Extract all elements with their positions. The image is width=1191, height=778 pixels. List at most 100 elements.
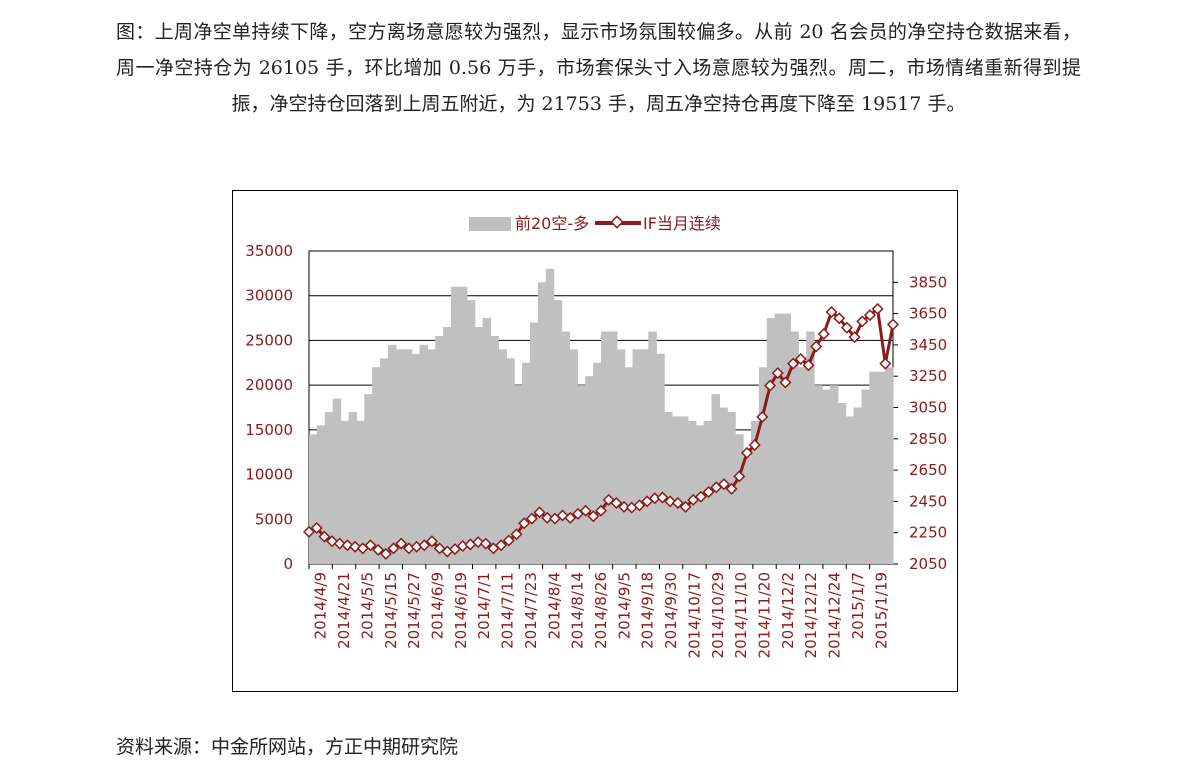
bar <box>735 434 744 564</box>
x-axis-tick-label: 2014/5/15 <box>382 572 400 649</box>
x-axis-labels: 2014/4/9 2014/4/21 2014/5/5 2014/5/15 2014/5… <box>312 572 891 658</box>
bar <box>545 268 555 564</box>
left-axis-tick-label: 25000 <box>245 331 293 349</box>
line-point <box>794 352 807 365</box>
line-point <box>633 499 646 512</box>
x-axis-tick-label: 2014/12/24 <box>826 572 844 658</box>
bar <box>403 349 413 564</box>
x-axis-tick-label: 2014/9/18 <box>639 572 657 649</box>
bar <box>711 394 720 564</box>
line-point <box>379 547 392 560</box>
bar <box>316 425 326 564</box>
right-axis-tick-label: 2450 <box>909 492 947 510</box>
x-axis-tick-label: 2015/1/7 <box>849 572 867 639</box>
bar <box>616 349 626 564</box>
bar <box>309 434 318 564</box>
bar <box>561 331 571 564</box>
bar <box>443 327 452 564</box>
line-point <box>310 521 323 535</box>
line-point <box>349 540 362 553</box>
line-point <box>533 506 546 519</box>
line-point <box>833 312 846 325</box>
line-point <box>779 376 792 389</box>
bar <box>522 362 531 564</box>
x-axis-tick-label: 2014/4/9 <box>312 572 330 639</box>
line-point <box>564 511 577 524</box>
line-point <box>594 504 608 517</box>
line-point <box>664 495 677 508</box>
right-axis-tick-label: 2250 <box>909 524 947 542</box>
line-point <box>694 490 707 503</box>
left-axis-labels: 0 5000 10000 15000 20000 25000 30000 35000 <box>245 242 293 573</box>
line-point <box>717 478 730 491</box>
right-axis-tick-label: 3650 <box>909 305 947 323</box>
line-point <box>618 500 631 513</box>
x-axis-tick-label: 2014/10/17 <box>685 572 703 658</box>
right-axis-tick-label: 3850 <box>909 273 947 291</box>
line-point <box>656 491 669 504</box>
bar <box>806 331 815 564</box>
x-axis-tick-label: 2014/8/14 <box>569 572 587 649</box>
bar <box>585 376 594 564</box>
bar <box>387 344 397 564</box>
bar <box>466 300 476 564</box>
line-series <box>302 302 900 560</box>
chart-legend: 前20空-多 IF当月连续 <box>469 214 721 233</box>
line-point <box>579 504 592 517</box>
bar <box>395 349 405 564</box>
bar <box>814 385 823 564</box>
line-point <box>410 540 423 553</box>
bar <box>593 362 602 564</box>
line-point <box>456 539 469 553</box>
bar <box>774 313 784 564</box>
line-point <box>679 500 692 513</box>
bar <box>490 335 500 564</box>
bar <box>340 420 350 564</box>
x-axis-tick-label: 2014/7/23 <box>522 572 540 649</box>
left-axis-tick-label: 10000 <box>245 466 293 484</box>
x-axis-tick-label: 2014/12/2 <box>779 572 797 649</box>
right-axis-tick-label: 2650 <box>909 461 947 479</box>
bar <box>553 300 563 564</box>
bar <box>411 353 421 564</box>
line-point <box>671 496 684 509</box>
bar <box>885 367 894 564</box>
bar <box>372 367 381 564</box>
bar <box>743 456 752 564</box>
figure-caption: 图：上周净空单持续下降，空方离场意愿较为强烈，显示市场氛围较偏多。从前 20 名… <box>116 21 1081 115</box>
bar <box>601 331 610 564</box>
line-point <box>733 470 746 483</box>
x-axis-tick-label: 2014/8/4 <box>545 572 563 639</box>
x-axis-tick-label: 2014/6/19 <box>452 572 470 649</box>
left-axis-tick-label: 35000 <box>245 242 293 260</box>
line-point <box>518 517 531 530</box>
x-axis-tick-label: 2014/7/11 <box>499 572 517 649</box>
bar <box>672 416 681 564</box>
bar <box>758 367 768 564</box>
right-axis-tick-label: 3250 <box>909 367 947 385</box>
line-point <box>479 537 492 550</box>
bar <box>435 335 444 564</box>
x-axis-tick-label: 2014/5/5 <box>358 572 376 639</box>
bar <box>790 331 799 564</box>
right-axis-tick-label: 2850 <box>909 430 947 448</box>
x-axis-tick-label: 2014/8/26 <box>592 572 610 649</box>
bar <box>624 367 634 564</box>
bar-series <box>309 268 894 564</box>
line-point <box>502 534 515 547</box>
bar <box>356 420 365 564</box>
bar <box>798 367 807 564</box>
line-point <box>771 367 784 380</box>
left-axis-tick-label: 30000 <box>245 287 293 305</box>
bar <box>869 371 878 564</box>
legend-swatch-marker <box>610 215 624 229</box>
x-axis-tick-label: 2014/11/20 <box>756 572 774 658</box>
line-point <box>856 315 869 328</box>
bar <box>529 322 539 564</box>
x-axis-tick-label: 2014/5/27 <box>405 572 423 649</box>
line-point <box>610 496 623 509</box>
bar <box>324 411 334 564</box>
bar <box>427 349 436 564</box>
line-point <box>871 302 884 315</box>
bar <box>419 344 428 564</box>
